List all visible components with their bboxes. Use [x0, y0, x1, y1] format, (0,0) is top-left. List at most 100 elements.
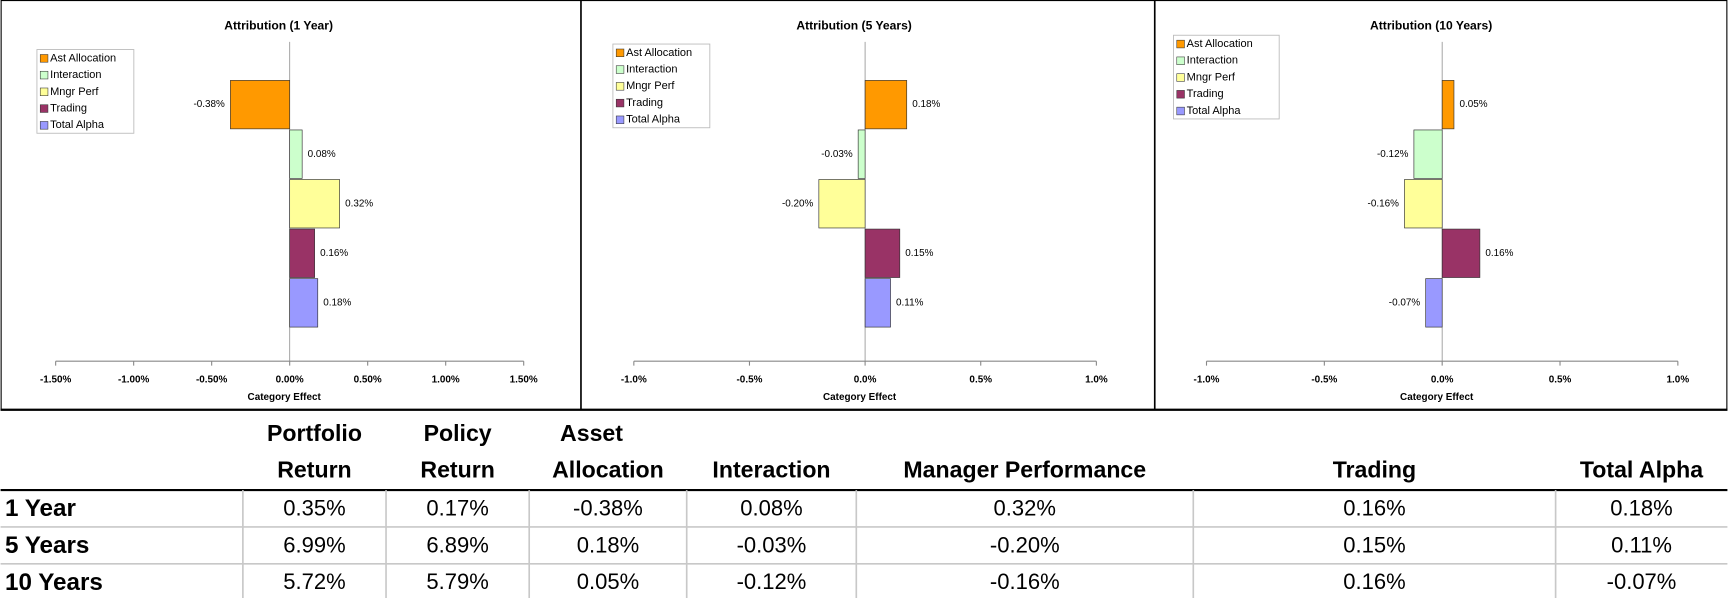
legend-swatch: [615, 82, 625, 91]
value-label: -0.16%: [1368, 198, 1400, 209]
column-header: Return: [277, 456, 351, 482]
row-label: 1 Year: [5, 495, 77, 522]
table-cell: 0.16%: [1343, 569, 1405, 594]
x-tick-label: 1.0%: [1085, 375, 1108, 386]
bar: [289, 228, 315, 278]
legend-label: Trading: [50, 102, 87, 114]
legend-swatch: [39, 104, 49, 113]
x-tick-label: 1.0%: [1667, 375, 1690, 386]
chart-title: Attribution (1 Year): [224, 19, 333, 33]
column-header: Total Alpha: [1580, 456, 1703, 482]
legend-swatch: [615, 115, 625, 124]
bar: [857, 129, 866, 179]
row-label: 5 Years: [5, 532, 89, 559]
x-tick-label: -1.00%: [118, 375, 150, 386]
bar: [1425, 278, 1443, 328]
table-cell: 0.16%: [1343, 495, 1405, 520]
legend-swatch: [615, 48, 625, 57]
value-label: 0.18%: [912, 99, 940, 110]
value-label: 0.05%: [1459, 99, 1487, 110]
value-label: -0.38%: [193, 99, 225, 110]
legend-swatch: [1176, 73, 1185, 82]
column-header: Return: [420, 456, 494, 482]
legend-swatch: [39, 121, 49, 130]
bar: [230, 80, 291, 130]
x-tick-label: -1.0%: [1194, 375, 1220, 386]
legend-box: [612, 43, 711, 129]
x-tick-label: 0.50%: [354, 375, 382, 386]
bar: [864, 80, 908, 130]
bar: [289, 179, 340, 229]
bar: [289, 129, 303, 179]
table-cell: -0.07%: [1607, 569, 1677, 594]
bar: [289, 278, 319, 328]
x-axis-label: Category Effect: [823, 392, 897, 403]
legend-swatch: [39, 54, 49, 63]
bar: [818, 179, 866, 229]
table-cell: 0.18%: [577, 532, 639, 557]
table-cell: -0.16%: [990, 569, 1060, 594]
value-label: -0.12%: [1377, 149, 1409, 160]
bar: [864, 278, 891, 328]
legend-box: [36, 49, 135, 134]
table-cell: 0.05%: [577, 569, 639, 594]
bar: [1413, 129, 1443, 179]
bar: [1441, 80, 1455, 130]
x-tick-label: 1.00%: [432, 375, 460, 386]
table-cell: -0.12%: [737, 569, 807, 594]
column-header: Portfolio: [267, 420, 362, 446]
legend-swatch: [1176, 106, 1185, 116]
table-cell: 0.08%: [740, 495, 802, 520]
bar: [1441, 228, 1481, 278]
legend-swatch: [1176, 56, 1185, 65]
table-cell: 6.89%: [426, 532, 488, 557]
table-cell: 5.79%: [426, 569, 488, 594]
bar: [864, 228, 901, 278]
legend-label: Interaction: [1187, 55, 1238, 67]
legend-swatch: [39, 87, 49, 96]
table-cell: 0.18%: [1610, 495, 1672, 520]
x-tick-label: -1.50%: [40, 375, 72, 386]
value-label: 0.11%: [896, 297, 924, 308]
table-cell: 0.15%: [1343, 532, 1405, 557]
chart-title: Attribution (5 Years): [796, 19, 912, 33]
legend-label: Mngr Perf: [1187, 71, 1236, 83]
x-tick-label: 0.0%: [854, 375, 877, 386]
x-axis-label: Category Effect: [248, 392, 322, 403]
value-label: 0.16%: [1485, 248, 1513, 259]
chart-title: Attribution (10 Years): [1370, 19, 1492, 33]
bar: [1404, 179, 1443, 229]
legend-swatch: [1176, 39, 1185, 49]
value-label: 0.32%: [345, 198, 373, 209]
value-label: -0.03%: [821, 149, 853, 160]
legend-label: Total Alpha: [626, 114, 681, 126]
value-label: 0.08%: [308, 149, 336, 160]
value-label: -0.20%: [782, 198, 814, 209]
value-label: -0.07%: [1389, 297, 1421, 308]
row-label: 10 Years: [5, 569, 103, 596]
legend-label: Ast Allocation: [1187, 38, 1253, 50]
table-cell: 0.17%: [426, 495, 488, 520]
legend-swatch: [615, 65, 625, 74]
column-header: Trading: [1333, 456, 1416, 482]
column-header: Policy: [424, 420, 492, 446]
x-tick-label: 0.0%: [1431, 375, 1454, 386]
column-header: Asset: [560, 420, 623, 446]
value-label: 0.15%: [905, 248, 933, 259]
value-label: 0.18%: [323, 297, 351, 308]
column-header: Allocation: [552, 456, 664, 482]
column-header: Manager Performance: [903, 456, 1146, 482]
x-tick-label: -0.5%: [737, 375, 763, 386]
x-tick-label: -1.0%: [621, 375, 647, 386]
x-tick-label: -0.50%: [196, 375, 228, 386]
legend-label: Trading: [626, 97, 663, 109]
legend-label: Ast Allocation: [50, 52, 116, 64]
value-label: 0.16%: [320, 248, 348, 259]
legend-swatch: [39, 70, 49, 80]
table-cell: -0.38%: [573, 495, 643, 520]
legend-swatch: [1176, 90, 1185, 99]
x-axis-label: Category Effect: [1400, 392, 1474, 403]
column-header: Interaction: [712, 456, 830, 482]
legend-label: Ast Allocation: [626, 47, 692, 59]
